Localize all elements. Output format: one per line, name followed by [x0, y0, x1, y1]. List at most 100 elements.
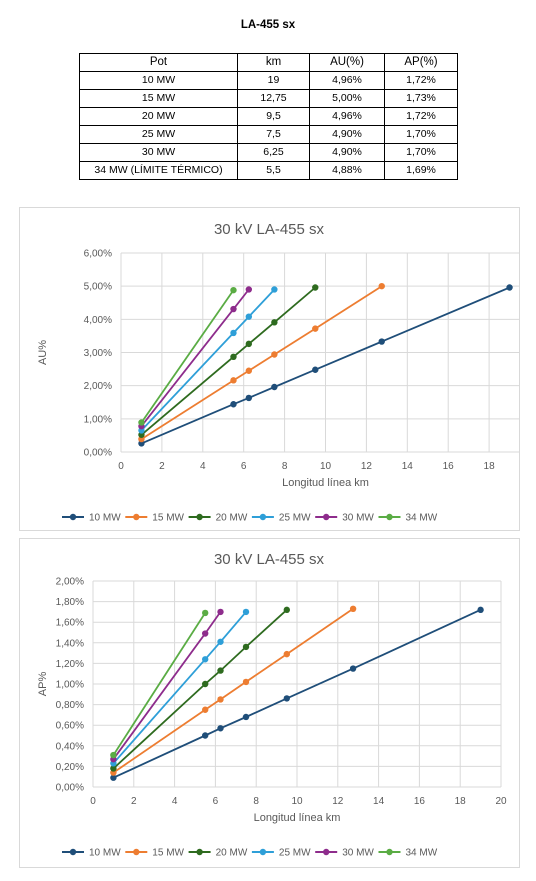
legend-marker — [386, 513, 393, 521]
table-row: 25 MW 7,5 4,90% 1,70% — [79, 125, 458, 144]
data-point — [202, 680, 209, 688]
table-cell: 1,69% — [384, 161, 458, 180]
data-point — [245, 286, 253, 293]
legend-marker — [133, 513, 140, 521]
data-point — [230, 329, 237, 337]
data-point — [283, 695, 290, 702]
data-point — [378, 282, 385, 290]
x-tick-label: 20 — [495, 796, 507, 807]
y-tick-label: 5,00% — [84, 282, 112, 293]
y-tick-label: 1,80% — [56, 597, 84, 608]
table-cell: 7,5 — [237, 125, 310, 144]
y-tick-label: 3,00% — [84, 348, 112, 359]
data-point — [138, 419, 145, 426]
data-point — [202, 609, 209, 617]
legend-marker — [196, 513, 203, 521]
x-tick-label: 18 — [455, 796, 467, 807]
legend-marker — [69, 848, 77, 856]
data-point — [312, 284, 319, 291]
column-header: AU(%) — [309, 53, 385, 72]
legend-label: 20 MW — [216, 513, 248, 524]
data-point — [477, 606, 484, 614]
table-row: 15 MW 12,75 5,00% 1,73% — [79, 89, 458, 108]
x-tick-label: 2 — [159, 461, 165, 472]
data-point — [245, 367, 253, 374]
x-tick-label: 4 — [200, 461, 206, 472]
legend-label: 34 MW — [406, 513, 438, 524]
y-tick-label: 0,20% — [56, 762, 84, 773]
legend-marker — [386, 848, 393, 856]
table-cell: 1,72% — [384, 107, 458, 126]
legend-label: 15 MW — [152, 513, 184, 524]
legend-label: 10 MW — [89, 513, 121, 524]
data-point — [506, 284, 513, 291]
data-point — [312, 325, 319, 332]
table-cell: 12,75 — [237, 89, 310, 108]
data-point — [242, 713, 250, 721]
y-tick-label: 1,60% — [56, 618, 84, 629]
data-point — [230, 353, 237, 361]
table-row: 20 MW 9,5 4,96% 1,72% — [79, 107, 458, 126]
legend-marker — [323, 848, 330, 856]
series-line — [112, 611, 247, 764]
y-tick-label: 0,00% — [84, 448, 112, 459]
data-point — [349, 665, 357, 672]
table-cell: 6,25 — [237, 143, 310, 162]
y-tick-label: 2,00% — [56, 577, 84, 588]
y-tick-label: 0,80% — [56, 700, 84, 711]
summary-table: Pot km AU(%) AP(%) 10 MW 19 4,96% 1,72% … — [79, 53, 458, 180]
legend-label: 15 MW — [152, 848, 184, 859]
data-point — [110, 765, 117, 772]
data-point — [217, 696, 224, 703]
legend-marker — [323, 513, 330, 521]
data-point — [271, 383, 278, 391]
table-cell: 9,5 — [237, 107, 310, 126]
data-point — [217, 667, 224, 674]
legend-label: 30 MW — [342, 848, 374, 859]
data-point — [378, 338, 385, 345]
series-line — [112, 609, 288, 770]
data-point — [271, 286, 278, 293]
table-cell: 30 MW — [79, 143, 238, 162]
table-cell: 1,70% — [384, 125, 458, 144]
table-cell: 20 MW — [79, 107, 238, 126]
x-tick-label: 6 — [213, 796, 219, 807]
x-tick-label: 10 — [320, 461, 332, 472]
x-tick-label: 10 — [291, 796, 303, 807]
y-tick-label: 4,00% — [84, 315, 112, 326]
data-point — [202, 732, 209, 739]
legend-marker — [259, 848, 267, 856]
table-header-row: Pot km AU(%) AP(%) — [79, 53, 458, 72]
y-tick-label: 0,00% — [56, 783, 84, 794]
x-tick-label: 0 — [118, 461, 124, 472]
legend-marker — [196, 848, 203, 856]
table-cell: 1,72% — [384, 71, 458, 90]
table-cell: 19 — [237, 71, 310, 90]
data-point — [202, 706, 209, 713]
table-cell: 10 MW — [79, 71, 238, 90]
table-cell: 5,5 — [237, 161, 310, 180]
y-tick-label: 1,40% — [56, 638, 84, 649]
legend-label: 25 MW — [279, 513, 311, 524]
x-tick-label: 16 — [443, 461, 455, 472]
legend-label: 10 MW — [89, 848, 121, 859]
x-tick-label: 2 — [131, 796, 137, 807]
x-tick-label: 12 — [332, 796, 344, 807]
data-point — [242, 678, 250, 686]
x-tick-label: 8 — [253, 796, 259, 807]
table-cell: 1,70% — [384, 143, 458, 162]
data-point — [242, 643, 250, 651]
series-line — [140, 286, 316, 436]
data-point — [283, 606, 290, 614]
x-tick-label: 8 — [282, 461, 288, 472]
table-cell: 1,73% — [384, 89, 458, 108]
ap-chart: 30 kV LA-455 sx 0 2 4 6 8 10 12 14 16 18 20 0,00% 0,2… — [37, 551, 507, 859]
data-point — [110, 774, 117, 781]
series-line — [140, 288, 276, 432]
data-point — [242, 608, 250, 616]
data-point — [349, 605, 357, 613]
y-tick-label: 0,60% — [56, 721, 84, 732]
legend-label: 25 MW — [279, 848, 311, 859]
series-line — [140, 289, 235, 424]
au-chart-card: 30 kV LA-455 sx024681012141618200,00%1,0… — [19, 207, 520, 531]
